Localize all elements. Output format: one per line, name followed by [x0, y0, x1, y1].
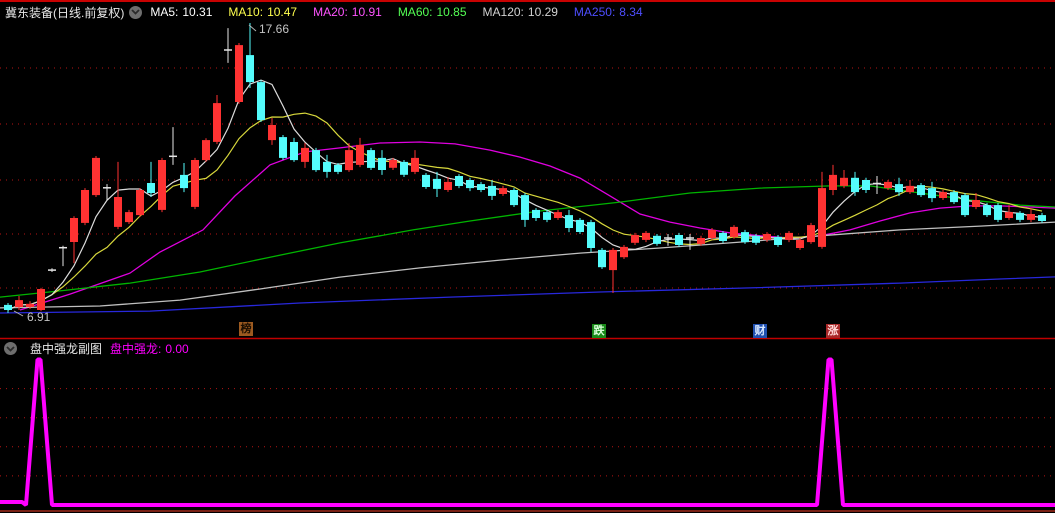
- main-gridlines: [0, 67, 1055, 477]
- low-marker-arrow: [13, 310, 24, 317]
- ma250-value: 8.34: [619, 5, 643, 19]
- stock-title: 冀东装备(日线.前复权): [5, 5, 125, 20]
- indicator-readout: 盘中强龙: 0.00: [110, 340, 189, 357]
- top-border: [0, 0, 1055, 2]
- high-marker-arrow: [248, 24, 257, 32]
- high-price-label: 17.66: [259, 22, 290, 36]
- indicator-label: 盘中强龙:: [110, 342, 162, 356]
- ma-line-ma120: [0, 221, 1055, 309]
- ma10-label: MA10:: [228, 5, 264, 19]
- indicator-value: 0.00: [165, 342, 189, 356]
- watermark-badge-zhang: 涨: [826, 324, 840, 338]
- watermark-badge-cai: 财: [753, 324, 767, 338]
- low-price-label: 6.91: [27, 310, 51, 324]
- ma250-legend-item: MA250: 8.34: [574, 5, 643, 19]
- ma-line-ma20: [19, 141, 1055, 311]
- chevron-down-icon[interactable]: [129, 5, 143, 19]
- ma20-legend-item: MA20: 10.91: [313, 5, 382, 19]
- watermark-badge-bang: 榜: [239, 322, 253, 336]
- sub-chart-header: 盘中强龙副图 盘中强龙: 0.00: [4, 341, 189, 356]
- ma60-value: 10.85: [436, 5, 467, 19]
- ma60-legend-item: MA60: 10.85: [398, 5, 467, 19]
- ma20-value: 10.91: [351, 5, 382, 19]
- candlesticks: [4, 23, 1046, 313]
- ma-line-ma250: [0, 276, 1055, 314]
- ma20-label: MA20:: [313, 5, 348, 19]
- ma120-label: MA120:: [482, 5, 524, 19]
- ma120-legend-item: MA120: 10.29: [483, 5, 558, 19]
- watermark-badge-die: 跌: [592, 324, 606, 338]
- ma5-label: MA5:: [150, 5, 179, 19]
- ma60-label: MA60:: [397, 5, 433, 19]
- signal-spike-line: [0, 357, 1055, 507]
- chevron-down-icon[interactable]: [4, 342, 17, 355]
- ma5-legend-item: MA5: 10.31: [150, 5, 212, 19]
- ma250-label: MA250:: [573, 5, 616, 19]
- ma10-value: 10.47: [267, 5, 298, 19]
- main-chart-header: 冀东装备(日线.前复权) MA5: 10.31 MA10: 10.47 MA20: 1…: [0, 2, 1055, 22]
- ma5-value: 10.31: [182, 5, 213, 19]
- ma10-legend-item: MA10: 10.47: [228, 5, 297, 19]
- ma120-value: 10.29: [527, 5, 558, 19]
- indicator-panel-title: 盘中强龙副图: [30, 342, 103, 356]
